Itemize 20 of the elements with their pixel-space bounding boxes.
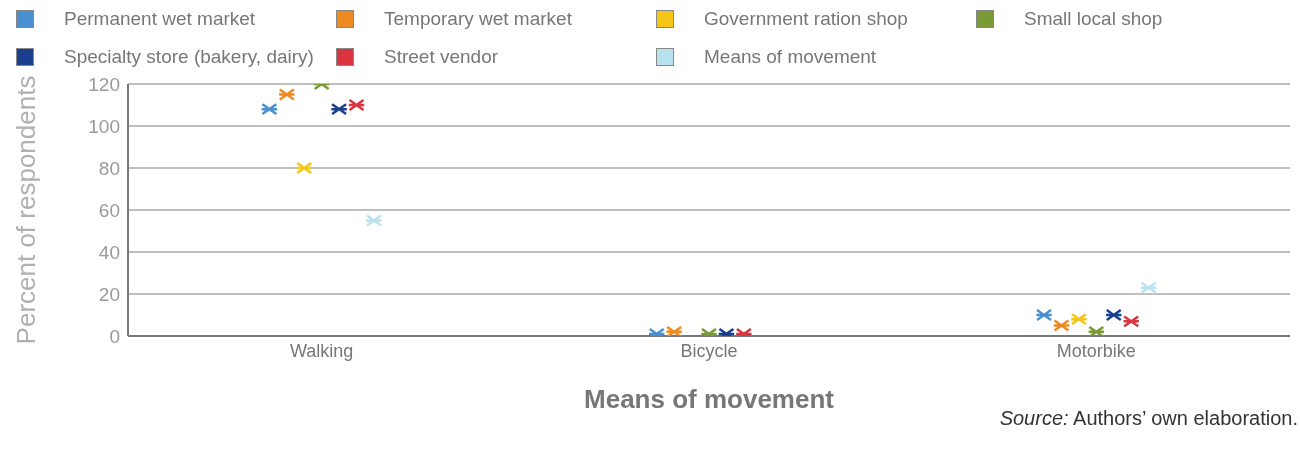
y-tick-label: 20	[98, 283, 120, 305]
y-tick-label: 80	[98, 157, 120, 179]
y-tick-label: 60	[98, 199, 120, 221]
legend-label: Small local shop	[1024, 8, 1163, 30]
x-axis-title: Means of movement	[584, 384, 835, 414]
legend-label: Permanent wet market	[64, 8, 256, 30]
y-tick-label: 100	[88, 115, 120, 137]
legend-label: Street vendor	[384, 46, 499, 68]
source-note: Source: Authors’ own elaboration.	[999, 407, 1298, 429]
x-tick-label: Motorbike	[1056, 340, 1136, 361]
x-tick-label: Bicycle	[680, 340, 738, 361]
legend-label: Means of movement	[704, 46, 877, 68]
legend-label: Temporary wet market	[384, 8, 572, 30]
y-tick-label: 40	[98, 241, 120, 263]
x-tick-label: Walking	[289, 340, 354, 361]
y-axis-title: Percent of respondents	[11, 75, 42, 345]
legend-label: Specialty store (bakery, dairy)	[64, 46, 314, 68]
legend-label: Government ration shop	[704, 8, 908, 30]
y-tick-label: 120	[88, 73, 120, 95]
y-tick-label: 0	[109, 325, 120, 347]
